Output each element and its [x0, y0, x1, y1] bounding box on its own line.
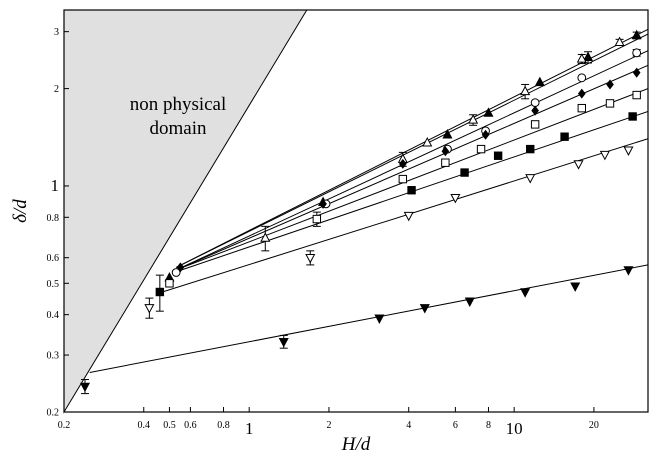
y-tick-label: 0.8	[47, 213, 60, 224]
point-square-open	[633, 91, 640, 98]
point-triangle-down-filled	[521, 289, 529, 297]
point-triangle-up-filled	[484, 108, 492, 116]
y-axis-label: δ/d	[10, 199, 31, 223]
x-tick-label: 0.6	[184, 420, 197, 431]
point-square-open	[399, 175, 406, 182]
x-tick-label: 8	[486, 420, 491, 431]
point-triangle-down-filled	[624, 267, 632, 275]
point-triangle-down-open	[145, 305, 153, 313]
point-triangle-up-open	[615, 38, 623, 46]
point-triangle-down-filled	[571, 283, 579, 291]
y-tick-label: 1	[51, 176, 60, 195]
x-axis-label: H/d	[341, 434, 371, 455]
y-tick-label: 0.2	[47, 408, 60, 419]
point-triangle-down-open	[574, 161, 582, 169]
x-tick-label: 1	[245, 419, 254, 438]
region-layer	[64, 10, 307, 412]
point-diamond-filled	[579, 89, 585, 97]
point-square-filled	[156, 288, 163, 295]
point-square-open	[166, 280, 173, 287]
point-square-open	[578, 104, 585, 111]
point-square-open	[477, 145, 484, 152]
x-tick-label: 0.5	[163, 420, 176, 431]
point-triangle-down-filled	[280, 338, 288, 346]
fit-line-square-open	[176, 89, 648, 270]
region-label-line-2: domain	[150, 118, 207, 139]
y-tick-label: 0.6	[47, 253, 60, 264]
point-square-filled	[461, 169, 468, 176]
non-physical-region	[64, 10, 307, 412]
point-square-filled	[527, 145, 534, 152]
point-square-filled	[494, 152, 501, 159]
y-tick-label: 0.3	[47, 351, 60, 362]
point-triangle-down-open	[624, 147, 632, 155]
point-triangle-down-filled	[466, 298, 474, 306]
point-square-open	[313, 215, 320, 222]
point-triangle-up-filled	[584, 53, 592, 61]
x-tick-label: 2	[326, 420, 331, 431]
y-tick-label: 2	[54, 84, 59, 95]
x-tick-label: 6	[453, 420, 458, 431]
point-triangle-down-filled	[375, 315, 383, 323]
x-tick-label: 4	[406, 420, 411, 431]
x-tick-label: 0.2	[58, 420, 71, 431]
point-triangle-up-open	[521, 87, 529, 95]
point-square-open	[531, 121, 538, 128]
point-square-open	[442, 159, 449, 166]
point-square-filled	[629, 113, 636, 120]
region-label-line-1: non physical	[130, 94, 227, 115]
y-tick-label: 3	[54, 27, 59, 38]
y-tick-label: 0.4	[47, 310, 60, 321]
point-square-filled	[408, 187, 415, 194]
y-tick-label: 0.5	[47, 279, 60, 290]
point-triangle-down-open	[601, 151, 609, 159]
point-circle-open	[633, 49, 641, 57]
x-tick-label: 20	[589, 420, 599, 431]
x-tick-label: 0.4	[138, 420, 151, 431]
point-circle-open	[531, 99, 539, 107]
point-triangle-up-filled	[536, 78, 544, 86]
point-circle-open	[578, 74, 586, 82]
point-triangle-down-open	[306, 254, 314, 262]
point-triangle-down-open	[405, 212, 413, 220]
point-diamond-filled	[607, 80, 613, 88]
point-triangle-down-filled	[81, 383, 89, 391]
point-triangle-down-open	[526, 175, 534, 183]
point-square-open	[606, 100, 613, 107]
point-square-filled	[561, 133, 568, 140]
x-tick-label: 0.8	[217, 420, 230, 431]
x-tick-label: 10	[506, 419, 523, 438]
